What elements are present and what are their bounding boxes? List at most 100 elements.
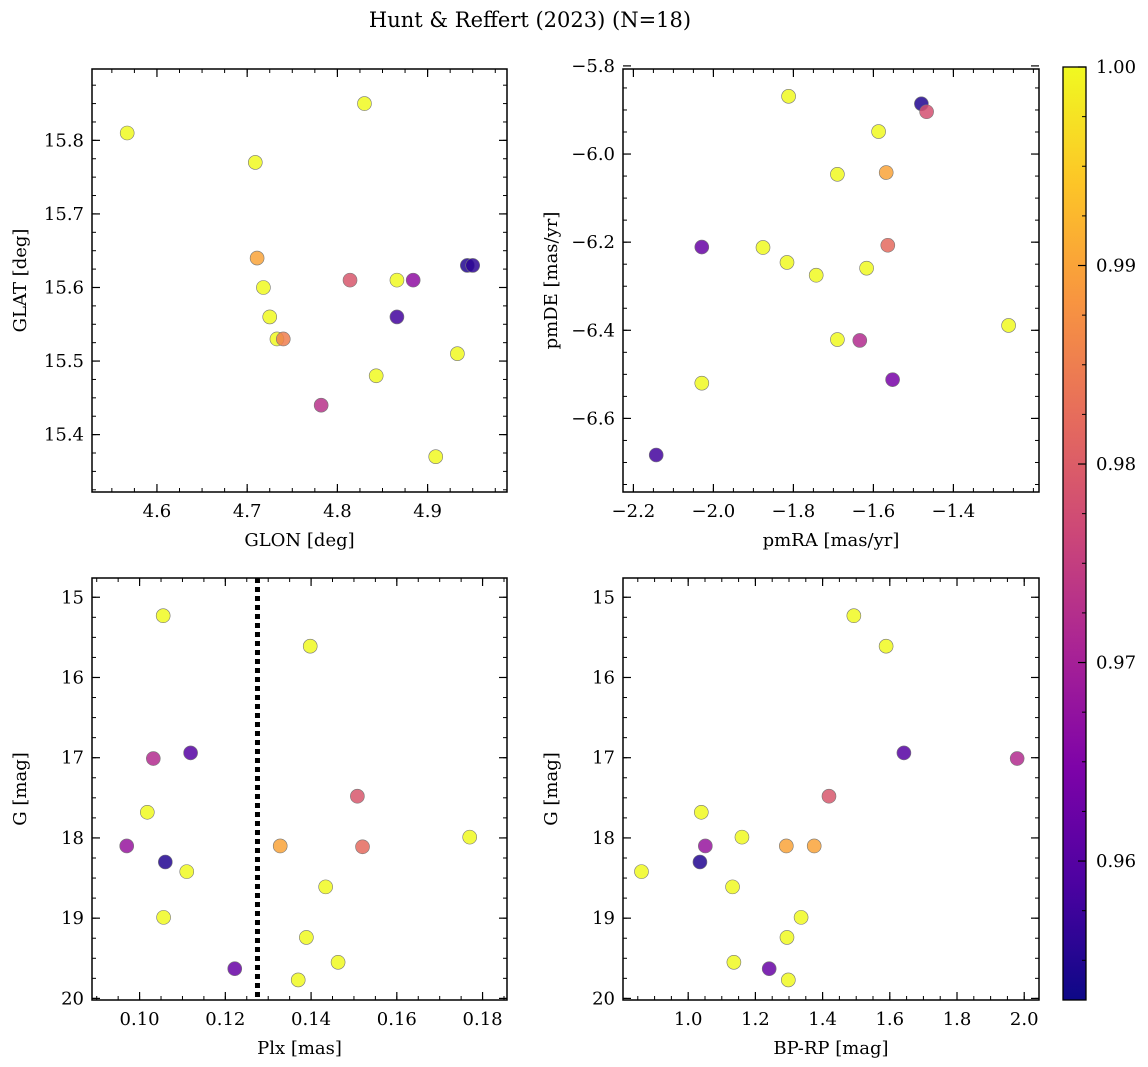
y-tick-label: 20 (592, 988, 615, 1009)
y-tick-label: 16 (592, 667, 615, 688)
scatter-point (299, 930, 314, 945)
colorbar-tick-label: 0.97 (1096, 653, 1136, 674)
y-axis-label: pmDE [mas/yr] (541, 212, 562, 350)
y-tick-label: 18 (592, 828, 615, 849)
scatter-point (648, 447, 664, 463)
axes-frame (622, 577, 1040, 1001)
x-axis-label: pmRA [mas/yr] (763, 530, 900, 551)
colorbar-tick-label: 0.98 (1096, 454, 1136, 475)
x-tick-label: 0.14 (291, 1009, 331, 1030)
scatter-point (781, 972, 796, 988)
y-tick-label: −5.8 (571, 56, 615, 77)
x-tick-label: 1.4 (808, 1009, 837, 1030)
scatter-point (247, 155, 263, 170)
colorbar-tick-label: 1.00 (1096, 57, 1136, 78)
scatter-point (405, 272, 421, 288)
y-tick-label: −6.6 (571, 408, 615, 429)
y-tick-label: 20 (61, 988, 84, 1009)
x-tick-label: 4.6 (143, 501, 172, 522)
axes-frame (622, 68, 1040, 493)
scatter-point (140, 804, 155, 820)
scatter-point (262, 309, 278, 325)
y-tick-label: 15.8 (44, 130, 84, 151)
scatter-point (450, 346, 465, 361)
y-tick-label: 19 (61, 908, 84, 929)
x-tick-label: 4.9 (413, 501, 442, 522)
scatter-point (806, 838, 822, 854)
x-tick-label: −1.4 (932, 501, 976, 522)
x-tick-label: 4.8 (323, 501, 352, 522)
scatter-point (878, 165, 894, 180)
scatter-panel: 4.6 4.7 4.8 4.9 15.4 15.5 15.6 15.7 15.8 GLON [de… (10, 68, 508, 551)
scatter-point (859, 260, 874, 276)
scatter-point (1009, 751, 1025, 766)
scatter-point (357, 96, 372, 111)
y-tick-label: −6.2 (571, 232, 615, 253)
scatter-panel: 0.10 0.12 0.14 0.16 0.18 15 16 17 18 19 20 Plx [mas… (10, 577, 508, 1059)
scatter-point (734, 829, 750, 845)
scatter-point (465, 258, 481, 273)
scatter-point (389, 309, 405, 325)
scatter-point (880, 237, 896, 253)
scatter-point (330, 954, 346, 970)
x-tick-label: 2.0 (1010, 1009, 1039, 1030)
y-tick-label: −6.0 (571, 144, 615, 165)
x-tick-label: −1.8 (772, 501, 816, 522)
y-tick-label: 17 (61, 748, 84, 769)
y-tick-label: 19 (592, 908, 615, 929)
scatter-point (779, 838, 794, 854)
scatter-point (355, 839, 370, 855)
scatter-point (793, 910, 809, 925)
scatter-point (342, 272, 358, 288)
scatter-point (119, 838, 135, 854)
scatter-point (290, 972, 306, 988)
axes-frame (91, 68, 508, 493)
figure-title: Hunt & Reffert (2023) (N=18) (369, 8, 691, 32)
y-tick-label: 15.5 (44, 351, 84, 372)
scatter-point (158, 854, 173, 870)
axes-frame (91, 577, 508, 1001)
scatter-point (302, 638, 318, 654)
scatter-point (725, 879, 740, 895)
scatter-point (275, 331, 291, 347)
scatter-point (692, 854, 708, 870)
scatter-point (368, 368, 384, 384)
x-tick-label: 4.7 (233, 501, 262, 522)
y-tick-label: 16 (61, 667, 84, 688)
scatter-point (179, 864, 195, 879)
scatter-point (1001, 318, 1016, 333)
x-tick-label: 0.10 (120, 1009, 160, 1030)
scatter-point (846, 608, 862, 624)
scatter-point (155, 608, 171, 624)
y-axis-label: GLAT [deg] (10, 229, 31, 333)
scatter-point (761, 961, 777, 977)
scatter-point (313, 397, 329, 413)
scatter-point (755, 240, 771, 255)
scatter-point (156, 910, 171, 925)
y-tick-label: 18 (61, 828, 84, 849)
y-tick-label: 15.4 (44, 425, 84, 446)
scatter-panel: 1.0 1.2 1.4 1.6 1.8 2.0 15 16 17 18 19 20 BP-RP [mag… (541, 577, 1040, 1059)
scatter-point (462, 829, 478, 845)
scatter-point (694, 375, 710, 391)
scatter-point (852, 333, 868, 348)
x-tick-label: 0.18 (463, 1009, 503, 1030)
x-axis-label: GLON [deg] (244, 530, 354, 551)
scatter-point (389, 272, 405, 288)
x-axis-label: BP-RP [mag] (773, 1038, 888, 1059)
scatter-point (272, 838, 288, 854)
x-tick-label: 1.6 (875, 1009, 904, 1030)
scatter-point (119, 125, 135, 141)
scatter-point (919, 104, 934, 120)
colorbar-gradient (1062, 66, 1087, 1001)
scatter-point (779, 930, 795, 945)
colorbar-tick-label: 0.96 (1096, 851, 1136, 872)
x-axis-label: Plx [mas] (257, 1038, 342, 1059)
scatter-point (821, 788, 837, 804)
scatter-panel: −2.2 −2.0 −1.8 −1.6 −1.4 −6.6 −6.4 −6.2 −6.0 −5.8… (541, 56, 1040, 551)
scatter-point (808, 267, 824, 283)
x-tick-label: 1.0 (674, 1009, 703, 1030)
scatter-point (694, 239, 710, 255)
x-tick-label: −1.6 (852, 501, 896, 522)
